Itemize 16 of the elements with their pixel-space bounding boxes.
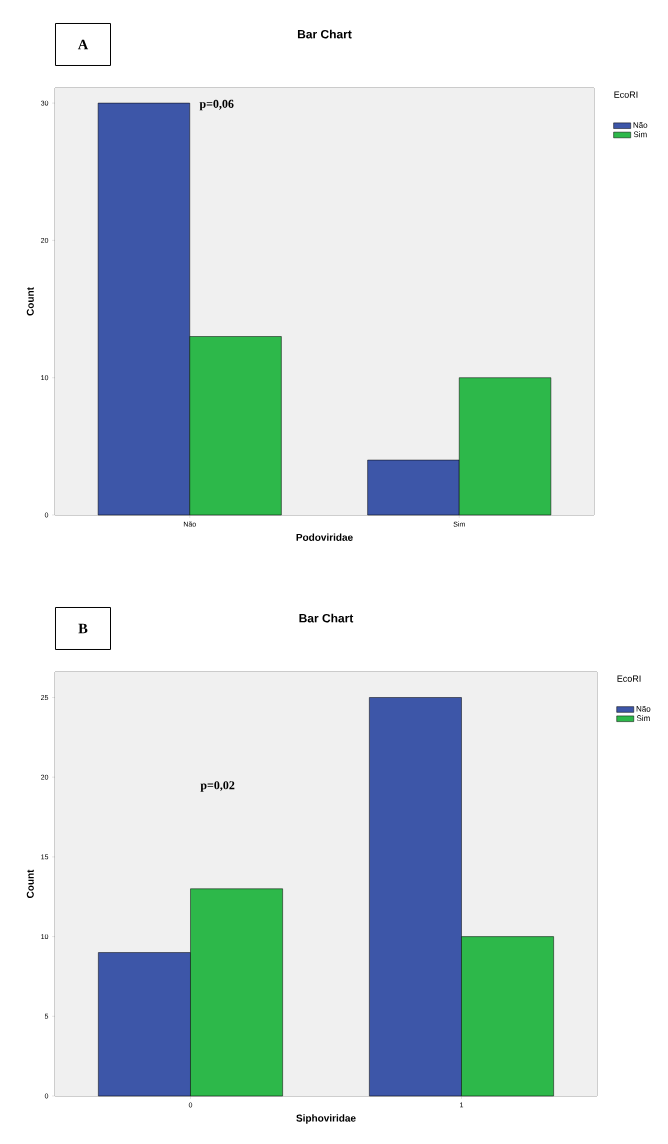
legend-label: Sim — [636, 715, 650, 721]
legend-label: Não — [636, 705, 651, 712]
annotation: p=0,02 — [200, 781, 235, 792]
chart-title: Bar Chart — [297, 29, 352, 39]
legend-title: EcoRI — [617, 675, 641, 682]
legend-label: Sim — [633, 131, 647, 138]
y-axis-title: Count — [26, 869, 34, 899]
x-axis-title: Siphoviridae — [296, 1114, 356, 1124]
legend-title: EcoRI — [614, 91, 638, 98]
y-axis-title: Count — [26, 287, 34, 316]
text: A — [77, 39, 89, 50]
x-axis-title: Podoviridae — [296, 533, 353, 541]
text: B — [78, 623, 88, 634]
legend-label: Não — [633, 122, 648, 128]
annotation: p=0,06 — [199, 99, 234, 111]
chart-title: Bar Chart — [299, 613, 354, 623]
